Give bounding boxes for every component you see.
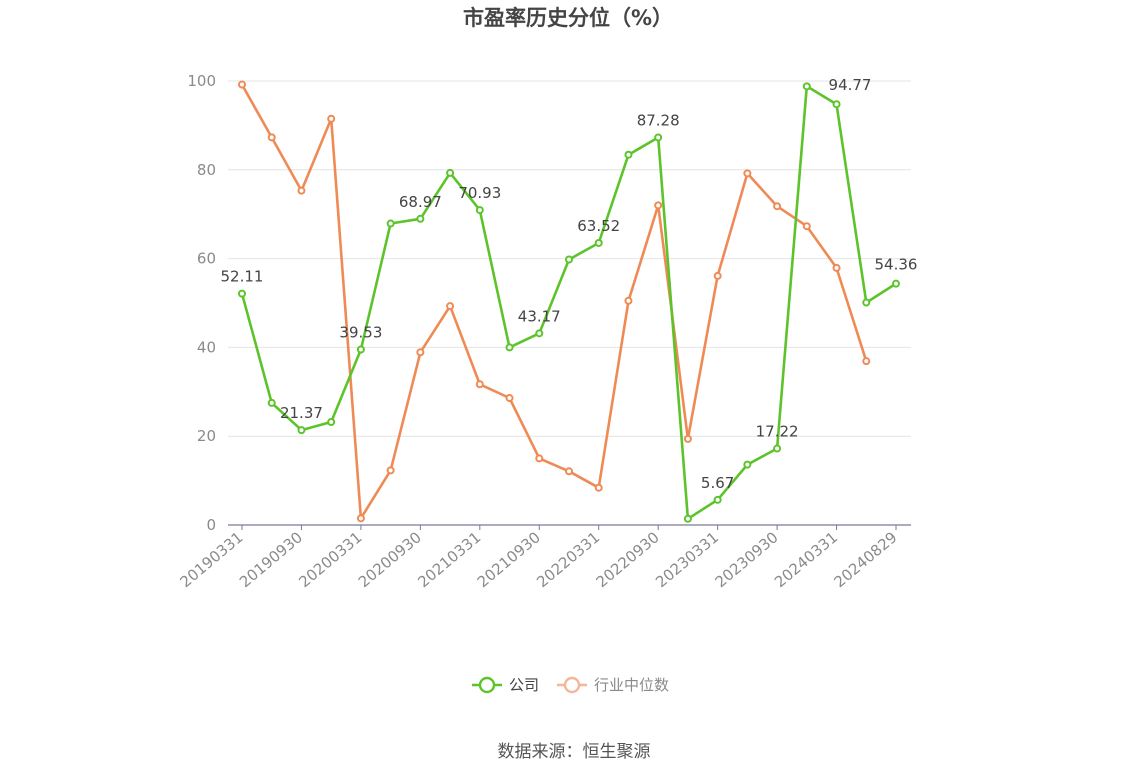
x-tick-label: 20240331: [771, 528, 841, 591]
data-point[interactable]: [446, 302, 455, 311]
data-point[interactable]: [594, 238, 603, 247]
data-point[interactable]: [773, 444, 782, 453]
data-point[interactable]: [327, 114, 336, 123]
data-point[interactable]: [475, 206, 484, 215]
data-point[interactable]: [654, 201, 663, 210]
data-point[interactable]: [505, 343, 514, 352]
x-tick-label: 20210930: [474, 528, 544, 591]
x-tick-label: 20220930: [593, 528, 663, 591]
data-point[interactable]: [624, 150, 633, 159]
series-industry-median: [238, 80, 871, 523]
y-tick-label: 20: [197, 427, 216, 445]
data-point[interactable]: [862, 298, 871, 307]
data-point[interactable]: [297, 186, 306, 195]
x-tick-label: 20190331: [177, 528, 247, 591]
data-label: 94.77: [829, 76, 872, 94]
legend-item-industry-median[interactable]: 行业中位数: [557, 676, 669, 694]
x-tick-label: 20220331: [533, 528, 603, 591]
y-tick-label: 80: [197, 161, 216, 179]
chart-title: 市盈率历史分位（%）: [463, 6, 673, 30]
data-point[interactable]: [386, 219, 395, 228]
data-point[interactable]: [862, 357, 871, 366]
data-label: 17.22: [756, 423, 799, 441]
x-axis: 2019033120190930202003312020093020210331…: [177, 524, 911, 591]
data-point[interactable]: [743, 460, 752, 469]
series-layer: [238, 80, 900, 523]
x-tick-label: 20190930: [236, 528, 306, 591]
data-label: 63.52: [577, 217, 620, 235]
data-label: 39.53: [339, 323, 382, 341]
legend-label: 公司: [509, 676, 539, 694]
data-point[interactable]: [743, 169, 752, 178]
data-point[interactable]: [238, 80, 246, 89]
legend[interactable]: 公司 行业中位数: [472, 676, 669, 694]
x-tick-label: 20230331: [652, 528, 722, 591]
legend-label: 行业中位数: [594, 676, 669, 694]
data-point[interactable]: [505, 394, 514, 403]
data-point[interactable]: [594, 483, 603, 492]
data-point[interactable]: [446, 168, 455, 177]
source-note: 数据来源：恒生聚源: [498, 742, 651, 762]
y-axis: 0 20 40 60 80 100: [187, 72, 216, 534]
data-label: 21.37: [280, 404, 323, 422]
data-point[interactable]: [832, 263, 841, 272]
data-point[interactable]: [356, 345, 365, 354]
data-point[interactable]: [683, 434, 692, 443]
data-label: 70.93: [458, 184, 501, 202]
y-tick-label: 100: [187, 72, 216, 90]
data-label: 87.28: [637, 111, 680, 129]
y-tick-label: 60: [197, 250, 216, 268]
data-labels: 52.11 21.37 39.53 68.97 70.93 43.17 63.52 87.28…: [221, 76, 918, 492]
data-point[interactable]: [773, 202, 782, 211]
data-point[interactable]: [832, 100, 841, 109]
data-point[interactable]: [267, 398, 276, 407]
data-point[interactable]: [565, 467, 573, 476]
data-point[interactable]: [356, 514, 365, 523]
data-point[interactable]: [386, 466, 395, 475]
data-point[interactable]: [238, 289, 246, 298]
data-point[interactable]: [802, 222, 811, 231]
data-point[interactable]: [713, 495, 722, 504]
legend-marker-icon: [563, 676, 581, 694]
data-point[interactable]: [416, 348, 425, 357]
legend-marker-icon: [478, 676, 496, 694]
data-point[interactable]: [802, 82, 811, 91]
data-label: 5.67: [701, 474, 734, 492]
data-point[interactable]: [654, 133, 663, 142]
x-tick-label: 20240829: [831, 528, 901, 591]
x-tick-label: 20200331: [295, 528, 365, 591]
series-line: [240, 85, 897, 521]
y-tick-label: 40: [197, 338, 216, 356]
data-point[interactable]: [892, 279, 900, 288]
data-point[interactable]: [713, 271, 722, 280]
data-point[interactable]: [297, 426, 306, 435]
data-label: 43.17: [518, 307, 561, 325]
data-point[interactable]: [416, 214, 425, 223]
data-point[interactable]: [327, 417, 336, 426]
data-point[interactable]: [535, 329, 544, 338]
legend-item-company[interactable]: 公司: [472, 676, 539, 694]
series-line: [240, 83, 868, 520]
x-tick-label: 20200930: [355, 528, 425, 591]
data-point[interactable]: [267, 133, 276, 142]
data-point[interactable]: [535, 454, 544, 463]
data-point[interactable]: [475, 380, 484, 389]
series-company: [238, 82, 900, 523]
x-tick-label: 20210331: [414, 528, 484, 591]
data-point[interactable]: [683, 514, 692, 523]
data-label: 52.11: [221, 268, 264, 286]
data-point[interactable]: [624, 296, 633, 305]
y-tick-label: 0: [206, 516, 216, 534]
data-point[interactable]: [565, 255, 573, 264]
data-label: 54.36: [875, 256, 918, 274]
data-label: 68.97: [399, 193, 442, 211]
x-tick-label: 20230930: [712, 528, 782, 591]
